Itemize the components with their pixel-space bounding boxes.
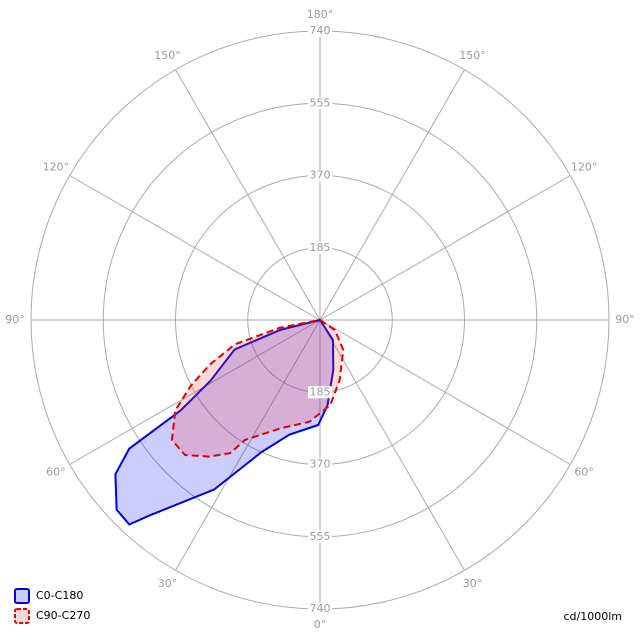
- series-curve: [114, 319, 335, 526]
- angle-label: 90°: [615, 313, 635, 326]
- radial-label: 740: [310, 24, 331, 37]
- labels: 0° 30° 60° 90° 120° 150° 180° 150° 120° 90° 60° 30°…: [5, 8, 635, 631]
- legend-swatch: [14, 608, 30, 624]
- radial-label-bg: [308, 25, 332, 37]
- series-curve: [170, 319, 345, 458]
- radial-label: 370: [310, 458, 331, 471]
- angle-label: 150°: [459, 49, 486, 62]
- radial-label-bg: [308, 530, 332, 543]
- angle-label: 180°: [307, 8, 334, 21]
- radial-label-bg: [308, 603, 332, 615]
- radial-label: 370: [310, 169, 331, 182]
- radial-label: 185: [310, 385, 331, 398]
- legend-label: C90-C270: [36, 609, 90, 622]
- angle-label: 0°: [314, 618, 327, 631]
- radial-label-bg: [308, 241, 332, 254]
- radial-label: 185: [310, 241, 331, 254]
- radial-label-bg: [308, 169, 332, 182]
- angle-label: 120°: [571, 161, 598, 174]
- angle-label: 120°: [43, 161, 70, 174]
- radial-label: 740: [310, 602, 331, 615]
- radial-label-bg: [308, 386, 332, 399]
- angle-label: 90°: [5, 313, 25, 326]
- angle-label: 30°: [158, 577, 178, 590]
- angle-label: 30°: [463, 577, 483, 590]
- unit-label: cd/1000lm: [563, 610, 622, 623]
- angle-label: 60°: [46, 466, 66, 479]
- legend-swatch: [14, 588, 30, 604]
- legend-label: C0-C180: [36, 589, 83, 602]
- angle-label: 150°: [154, 49, 181, 62]
- radial-label-bg: [308, 458, 332, 471]
- plot-area: [114, 319, 345, 526]
- radial-label-bg: [308, 97, 332, 110]
- radial-label: 555: [310, 530, 331, 543]
- radial-label: 555: [310, 96, 331, 109]
- angle-label: 60°: [574, 466, 594, 479]
